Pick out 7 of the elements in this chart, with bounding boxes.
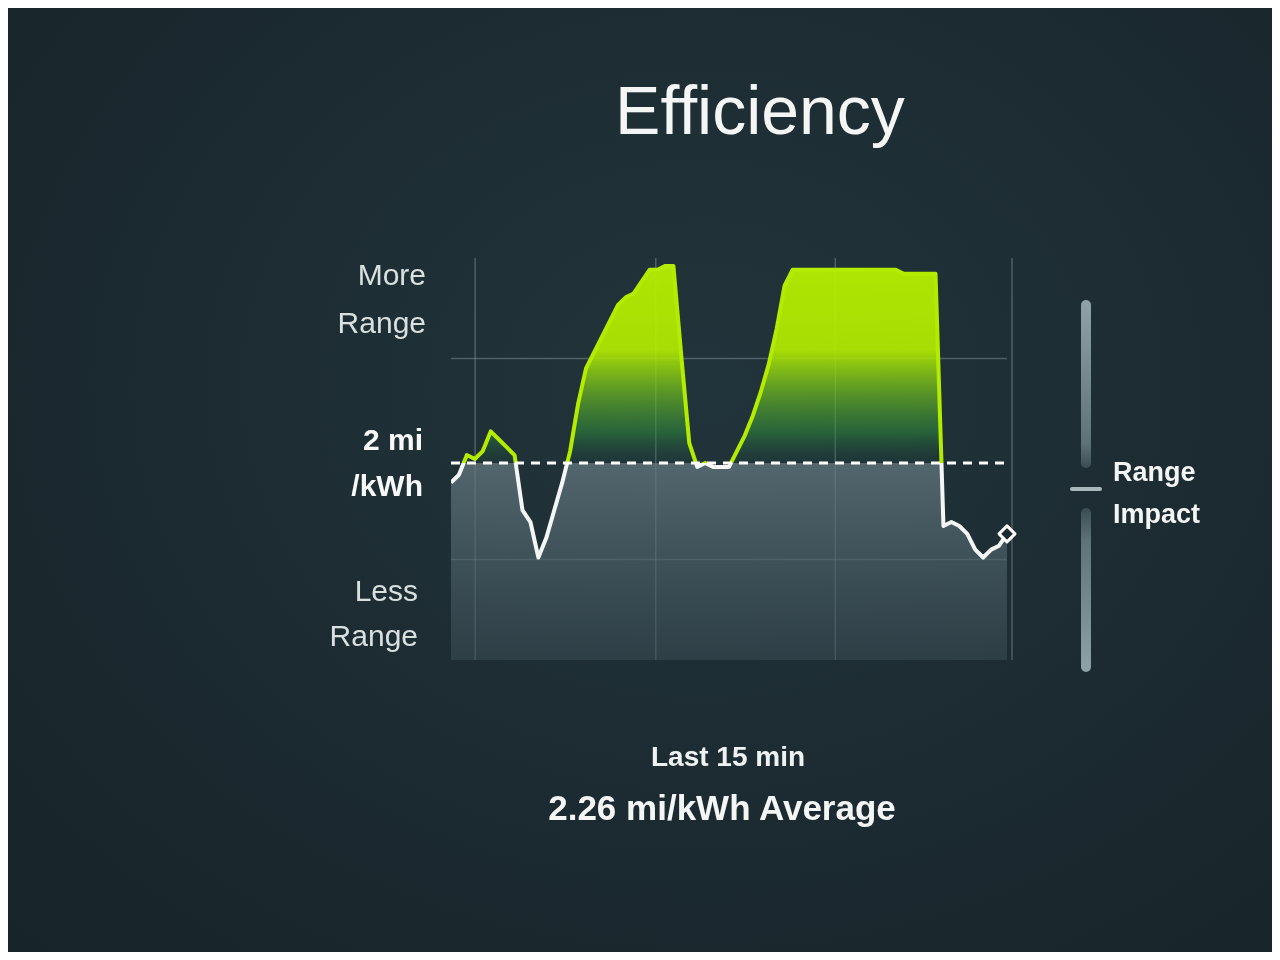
chart-title: Efficiency — [614, 72, 906, 148]
ref-line-label: 2 mi /kWh — [351, 421, 423, 504]
text: More Range — [337, 257, 426, 341]
text: 2.26 mi/kWh Average — [547, 788, 897, 828]
x-axis-title: Last 15 min — [649, 740, 807, 774]
text: Range Impact — [1113, 456, 1201, 531]
text: Less Range — [329, 573, 418, 654]
